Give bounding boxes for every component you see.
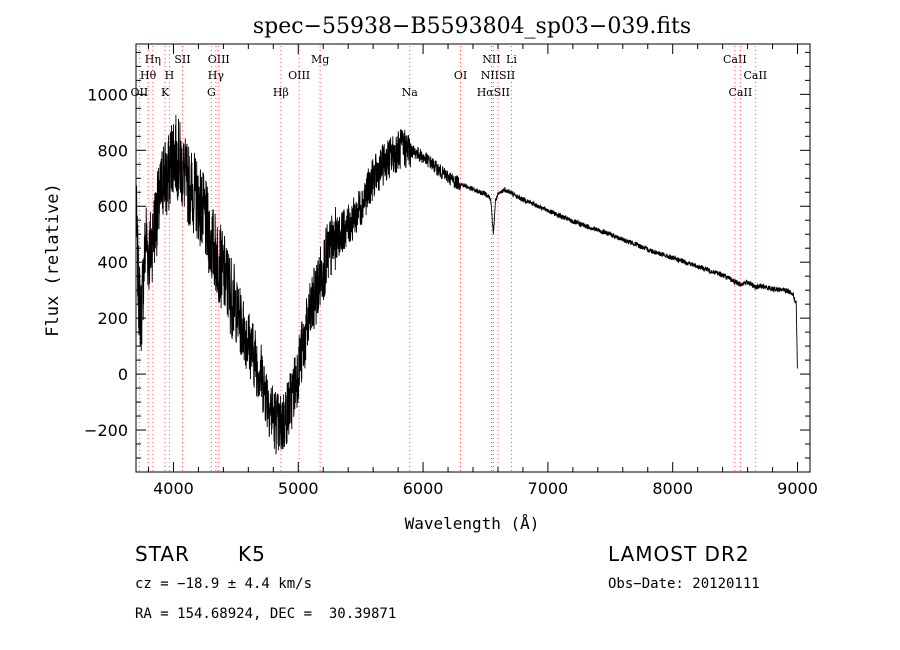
object-subclass: K5 (238, 542, 266, 566)
spectral-line-label: Hβ (273, 86, 289, 99)
axes: 4000 5000 6000 7000 8000 9000 −200 0 200 400 600 80… (84, 43, 818, 498)
x-tick-label: 6000 (403, 479, 444, 498)
y-tick-label: −200 (84, 421, 128, 440)
y-tick-label: 0 (118, 365, 128, 384)
y-tick-label: 200 (97, 309, 128, 328)
spectral-line-label: K (161, 86, 170, 99)
plot-area (135, 114, 798, 455)
spectral-line-label: CaII (743, 69, 767, 82)
spectral-line-label: CaII (723, 53, 747, 66)
spectral-line-label: OIII (208, 53, 230, 66)
spectral-line-label: Hγ (208, 69, 225, 82)
flux-series-line (135, 114, 798, 455)
spectral-line-label: HαSII (477, 86, 510, 99)
spectral-line-label: Hη (145, 53, 161, 66)
spectral-line-label: Na (402, 86, 419, 99)
spectral-line-label: Li (506, 53, 517, 66)
spectral-line-label: OII (131, 86, 149, 99)
x-tick-label: 5000 (278, 479, 319, 498)
y-tick-label: 1000 (87, 85, 128, 104)
spectral-line-label: OIII (288, 69, 310, 82)
observation-date: Obs−Date: 20120111 (608, 576, 760, 592)
y-axis-label: Flux (relative) (43, 183, 63, 337)
x-tick-label: 4000 (153, 479, 194, 498)
coordinates: RA = 154.68924, DEC = 30.39871 (135, 606, 397, 622)
spectral-line-label: Mg (311, 53, 329, 66)
x-tick-label: 7000 (528, 479, 569, 498)
chart-title: spec−55938−B5593804_sp03−039.fits (253, 14, 691, 39)
y-tick-label: 600 (97, 197, 128, 216)
x-axis-label: Wavelength (Å) (405, 514, 540, 533)
x-tick-label: 9000 (777, 479, 818, 498)
spectral-line-label: G (207, 86, 216, 99)
object-class: STAR (135, 542, 190, 566)
y-tick-label: 800 (97, 141, 128, 160)
plot-frame (135, 43, 811, 473)
survey-name: LAMOST DR2 (608, 542, 750, 566)
spectral-line-label: NIISII (481, 69, 516, 82)
spectral-line-label: H (165, 69, 175, 82)
redshift-velocity: cz = −18.9 ± 4.4 km/s (135, 576, 313, 592)
y-tick-label: 400 (97, 253, 128, 272)
spectral-line-label: Hθ (140, 69, 157, 82)
spectral-line-label: CaII (729, 86, 753, 99)
spectral-line-label: NII (482, 53, 500, 66)
spectral-line-label: OI (454, 69, 467, 82)
x-tick-label: 8000 (652, 479, 693, 498)
spectral-line-label: SII (174, 53, 190, 66)
